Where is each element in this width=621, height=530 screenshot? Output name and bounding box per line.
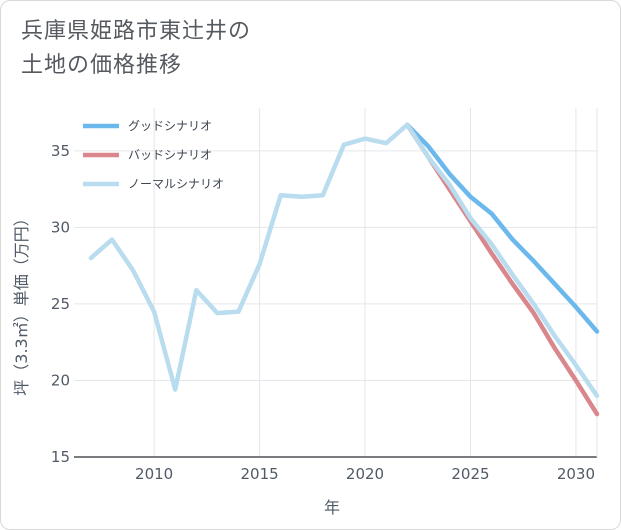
grid-lines (74, 108, 597, 458)
x-axis-title: 年 (324, 498, 340, 517)
legend-label-2: バッドシナリオ (128, 148, 212, 162)
chart-title-line-2: 土地の価格推移 (21, 53, 183, 78)
legend-label-3: ノーマルシナリオ (128, 177, 224, 191)
x-axis-ticks: 2010 2015 2020 2025 2030 (135, 465, 595, 483)
legend-item-3[interactable]: ノーマルシナリオ (83, 177, 224, 191)
chart-title-line-1: 兵庫県姫路市東辻井の (21, 19, 252, 44)
x-tick-label-2010: 2010 (135, 465, 173, 483)
x-tick-label-2030: 2030 (557, 465, 595, 483)
y-tick-label-30: 30 (51, 218, 70, 236)
x-tick-label-2025: 2025 (451, 465, 489, 483)
plot-area (74, 108, 598, 458)
y-axis-ticks: 15 20 25 30 35 (51, 142, 70, 466)
x-tick-label-2020: 2020 (346, 465, 384, 483)
chart-title: 兵庫県姫路市東辻井の 土地の価格推移 (21, 15, 251, 83)
y-tick-label-35: 35 (51, 142, 70, 160)
y-tick-label-15: 15 (51, 448, 70, 466)
legend-label-1: グッドシナリオ (128, 119, 212, 133)
x-tick-label-2015: 2015 (240, 465, 278, 483)
series-line-3 (88, 122, 600, 399)
legend-item-1[interactable]: グッドシナリオ (83, 119, 212, 133)
legend-item-2[interactable]: バッドシナリオ (83, 148, 212, 162)
y-axis-title: 坪（3.3㎡）単価（万円） (12, 210, 31, 395)
series-line-1 (404, 122, 600, 334)
series-lines (88, 122, 600, 417)
y-tick-label-25: 25 (51, 295, 70, 313)
y-tick-label-20: 20 (51, 371, 70, 389)
